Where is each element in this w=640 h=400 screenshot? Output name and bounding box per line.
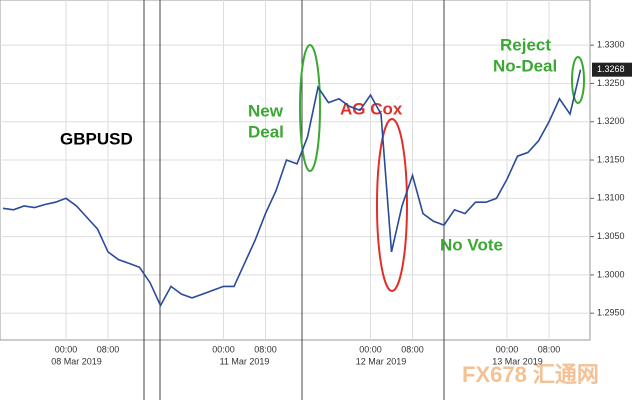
annotation: No Vote [440, 235, 503, 254]
annotation: Deal [248, 122, 284, 141]
annotation: AG Cox [340, 99, 403, 118]
highlight-ellipse [376, 118, 408, 292]
y-tick-label: 1.3200 [597, 116, 625, 126]
x-date-label: 12 Mar 2019 [356, 356, 407, 366]
y-tick-label: 1.2950 [597, 308, 625, 318]
highlight-ellipse [299, 44, 321, 172]
y-tick-label: 1.3000 [597, 269, 625, 279]
y-tick-label: 1.3300 [597, 40, 625, 50]
y-tick-label: 1.3150 [597, 154, 625, 164]
x-date-label: 08 Mar 2019 [51, 356, 102, 366]
y-tick-label: 1.3050 [597, 231, 625, 241]
x-tick-label: 08:00 [97, 344, 120, 354]
x-tick-label: 08:00 [254, 344, 277, 354]
x-tick-label: 08:00 [538, 344, 561, 354]
x-tick-label: 00:00 [55, 344, 78, 354]
price-line [2, 69, 582, 308]
x-tick-label: 00:00 [212, 344, 235, 354]
x-date-label: 13 Mar 2019 [492, 356, 543, 366]
x-tick-label: 00:00 [359, 344, 382, 354]
y-tick-label: 1.3250 [597, 78, 625, 88]
highlight-ellipse [571, 56, 585, 104]
annotation: New [248, 101, 284, 120]
plot-frame [0, 0, 591, 341]
watermark: FX678 汇通网 [462, 362, 599, 387]
last-price-label: 1.3268 [597, 64, 625, 74]
x-tick-label: 08:00 [401, 344, 424, 354]
x-date-label: 11 Mar 2019 [220, 356, 270, 366]
annotation: No-Deal [493, 56, 557, 75]
annotation: Reject [500, 35, 551, 54]
x-tick-label: 00:00 [496, 344, 519, 354]
y-tick-label: 1.3100 [597, 193, 625, 203]
chart-title: GBPUSD [60, 129, 133, 148]
last-price-box [592, 62, 632, 77]
